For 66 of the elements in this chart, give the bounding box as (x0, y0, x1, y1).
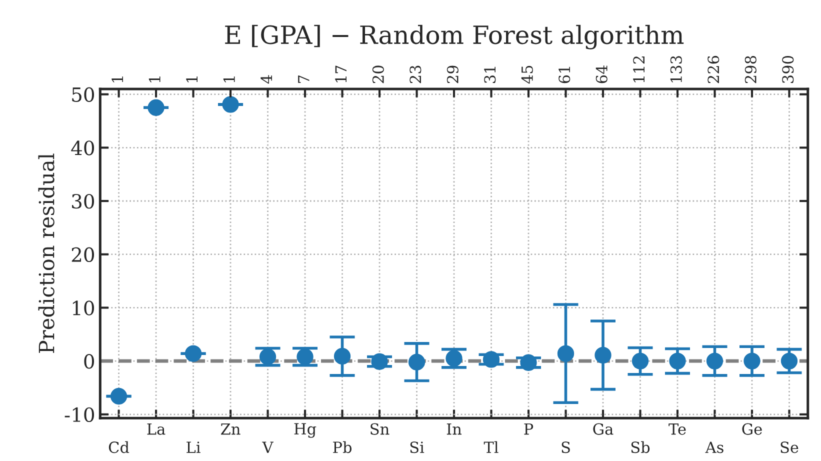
x-tick-label: P (524, 423, 534, 435)
y-tick-label: 40 (71, 140, 94, 156)
x-tick-label: Hg (294, 423, 316, 438)
x-tick-label: Sb (631, 441, 650, 454)
x-tick-label: V (262, 442, 274, 453)
x-tick-label: Ge (742, 423, 762, 435)
point (334, 348, 351, 365)
y-axis-title: Prediction residual (38, 154, 54, 353)
y-tick-label: 30 (72, 194, 94, 209)
point (408, 354, 426, 370)
annotation: 1 (112, 76, 123, 82)
point (520, 354, 537, 371)
x-tick-label: Tl (484, 441, 498, 453)
annotation: 29 (446, 66, 458, 84)
point (557, 345, 574, 362)
annotation: 226 (708, 56, 720, 84)
annotation: 23 (410, 66, 422, 84)
annotation: 112 (633, 56, 644, 82)
point (296, 348, 314, 366)
y-tick-label: 50 (72, 87, 94, 102)
x-tick-label: Si (410, 442, 424, 454)
point (446, 350, 462, 367)
annotation: 7 (298, 75, 310, 83)
point (594, 346, 612, 364)
point (371, 353, 388, 370)
x-tick-label: La (147, 423, 166, 435)
annotation: 1 (186, 76, 198, 82)
x-tick-label: Li (186, 442, 200, 453)
point (222, 96, 239, 113)
point (482, 351, 500, 368)
annotation: 4 (260, 75, 272, 84)
point (632, 352, 649, 370)
point (780, 352, 798, 370)
annotation: 133 (670, 56, 682, 82)
x-tick-label: Se (780, 442, 798, 454)
x-tick-label: In (446, 423, 462, 435)
x-tick-label: As (705, 442, 724, 454)
point (706, 352, 724, 370)
point (184, 345, 202, 362)
annotation: 17 (335, 66, 346, 82)
point (148, 99, 164, 116)
annotation: 31 (484, 66, 496, 83)
annotation: 1 (148, 76, 160, 82)
x-tick-label: Ga (593, 423, 614, 435)
x-tick-label: Zn (220, 423, 240, 435)
annotation: 20 (372, 66, 384, 84)
y-tick-label: 20 (72, 247, 94, 262)
annotation: 298 (744, 56, 756, 84)
x-tick-label: Cd (108, 441, 130, 454)
y-tick-label: 10 (72, 300, 94, 316)
annotation: 61 (558, 66, 570, 84)
annotation: 64 (596, 65, 608, 84)
x-tick-label: Pb (333, 441, 352, 454)
point (669, 352, 686, 370)
y-tick-label: 0 (84, 354, 94, 369)
annotation: 1 (223, 76, 235, 82)
point (744, 352, 760, 370)
x-tick-label: Te (668, 423, 686, 435)
annotation: 45 (521, 66, 533, 84)
point (259, 348, 276, 366)
point (110, 388, 128, 405)
chart-title: E [GPA] − Random Forest algorithm (225, 24, 684, 50)
y-tick-label: -10 (64, 407, 94, 422)
annotation: 390 (782, 56, 794, 83)
x-tick-label: S (562, 442, 570, 454)
x-tick-label: Sn (370, 423, 390, 435)
